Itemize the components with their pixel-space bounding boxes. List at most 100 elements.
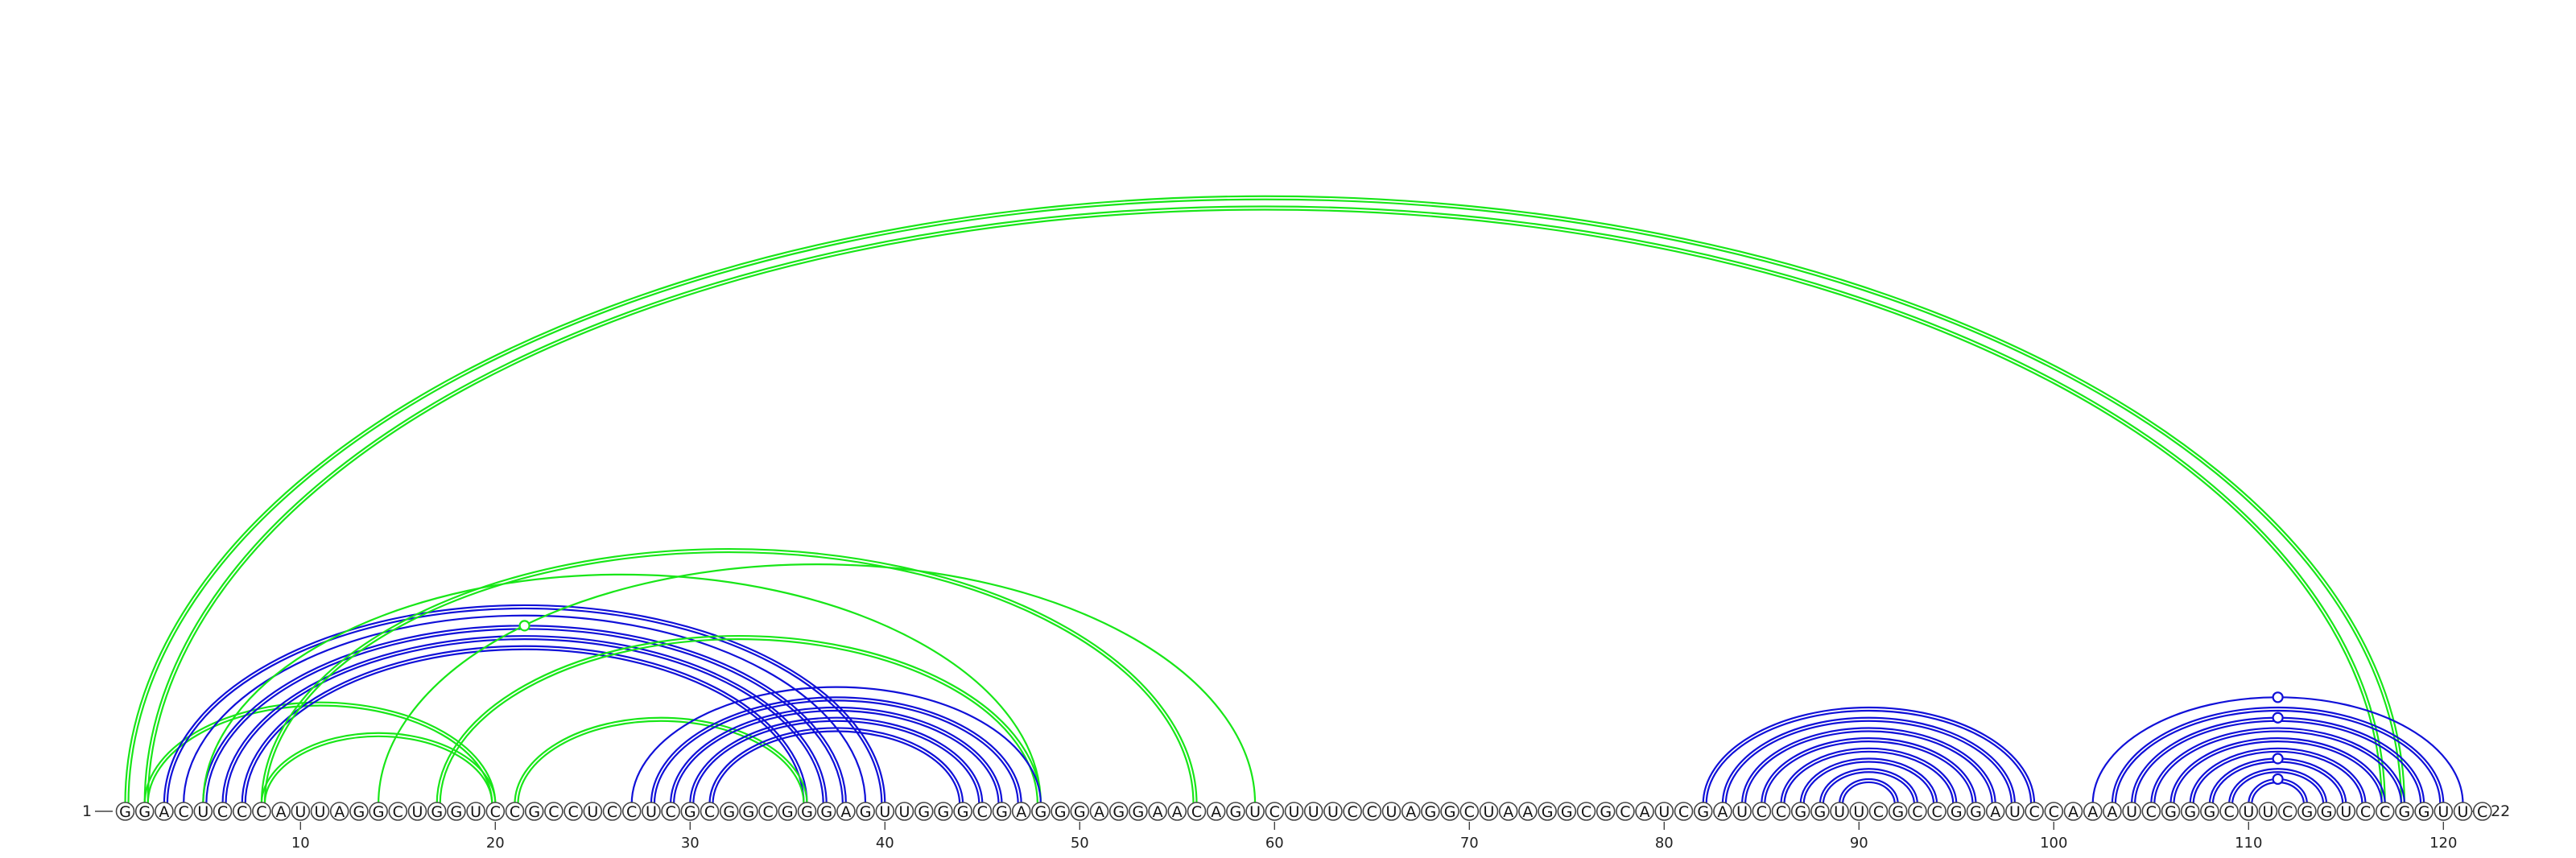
nucleotide-letter: U: [1386, 803, 1397, 821]
base-pair-arc-85-96: [1761, 737, 1977, 805]
nucleotide-61: U: [1284, 802, 1304, 821]
nucleotide-letter: G: [1892, 803, 1904, 821]
tick-label-70: 70: [1460, 835, 1479, 852]
arc-marker-2: [2272, 712, 2284, 724]
arc-marker-0: [518, 620, 530, 632]
arc-markers: [518, 620, 2284, 786]
nucleotide-letter: A: [1522, 803, 1533, 821]
nucleotide-73: A: [1518, 802, 1538, 821]
nucleotide-72: A: [1498, 802, 1518, 821]
nucleotide-circle: [642, 802, 661, 821]
nucleotide-52: G: [1108, 802, 1129, 821]
nucleotide-circle: [934, 802, 953, 821]
base-pair-arc-31-44: [708, 727, 964, 805]
base-pair-arc-106-117: [2173, 740, 2383, 805]
base-pair-arc-106-117: [2169, 737, 2386, 805]
nucleotide-circle: [232, 802, 252, 821]
nucleotide-letter: G: [2321, 803, 2333, 821]
nucleotide-letter: A: [1016, 803, 1026, 821]
nucleotide-letter: G: [1074, 803, 1086, 821]
nucleotide-circle: [1596, 802, 1616, 821]
nucleotide-circle: [1440, 802, 1459, 821]
nucleotide-letter: C: [568, 803, 578, 821]
nucleotide-17: G: [427, 802, 447, 821]
nucleotide-letter: C: [2282, 803, 2293, 821]
nucleotide-89: U: [1830, 802, 1849, 821]
nucleotide-circle: [2141, 802, 2161, 821]
nucleotide-87: G: [1790, 802, 1810, 821]
base-pair-arc-5-48: [202, 573, 1042, 805]
nucleotide-circle: [2044, 802, 2064, 821]
nucleotide-5: U: [193, 802, 213, 821]
nucleotide-letter: G: [528, 803, 540, 821]
nucleotide-26: C: [602, 802, 622, 821]
nucleotide-letter: G: [1133, 803, 1145, 821]
nucleotide-circle: [758, 802, 778, 821]
base-pair-arc-105-118: [2153, 730, 2402, 805]
nucleotide-letter: G: [684, 803, 696, 821]
base-pair-arc-17-48: [436, 634, 1042, 805]
nucleotide-letter: C: [1581, 803, 1591, 821]
nucleotide-116: C: [2355, 802, 2376, 821]
nucleotide-39: G: [856, 802, 875, 821]
nucleotide-circle: [2258, 802, 2278, 821]
nucleotide-circle: [583, 802, 603, 821]
nucleotide-57: A: [1206, 802, 1226, 821]
arc-marker-1: [2272, 691, 2284, 703]
nucleotide-circle: [1518, 802, 1538, 821]
nucleotide-letter: U: [197, 803, 208, 821]
nucleotide-circle: [1908, 802, 1927, 821]
tick-label-90: 90: [1850, 835, 1868, 852]
nucleotide-letter: A: [2107, 803, 2117, 821]
nucleotide-7: C: [232, 802, 252, 821]
nucleotide-letter: G: [860, 803, 872, 821]
nucleotide-64: C: [1343, 802, 1362, 821]
nucleotide-circle: [544, 802, 564, 821]
nucleotide-letter: G: [1113, 803, 1125, 821]
nucleotide-letter: U: [2340, 803, 2351, 821]
nucleotide-circle: [1421, 802, 1440, 821]
nucleotide-44: G: [953, 802, 972, 821]
nucleotide-letter: U: [315, 803, 326, 821]
nucleotide-circle: [1693, 802, 1713, 821]
nucleotide-106: G: [2161, 802, 2181, 821]
nucleotide-120: U: [2434, 802, 2454, 821]
nucleotide-48: G: [1031, 802, 1051, 821]
nucleotide-circle: [291, 802, 311, 821]
nucleotide-circle: [2103, 802, 2122, 821]
base-pair-arc-30-45: [689, 716, 984, 805]
nucleotide-58: G: [1226, 802, 1245, 821]
nucleotide-letter: G: [1970, 803, 1982, 821]
nucleotide-65: C: [1362, 802, 1382, 821]
nucleotide-33: G: [739, 802, 758, 821]
nucleotide-28: U: [642, 802, 661, 821]
nucleotide-letter: C: [1931, 803, 1942, 821]
nucleotide-121: U: [2453, 802, 2473, 821]
nucleotide-112: C: [2277, 802, 2297, 821]
nucleotide-56: C: [1187, 802, 1207, 821]
base-pair-arc-87-94: [1799, 757, 1938, 805]
base-pair-arc-8-56: [260, 548, 1198, 805]
nucleotide-letter: A: [1503, 803, 1513, 821]
nucleotide-circle: [1810, 802, 1830, 821]
nucleotide-46: G: [992, 802, 1012, 821]
nucleotide-circle: [427, 802, 447, 821]
nucleotide-47: A: [1011, 802, 1031, 821]
nucleotide-letter: G: [1230, 803, 1242, 821]
nucleotide-letter: G: [373, 803, 385, 821]
tick-label-10: 10: [291, 835, 310, 852]
nucleotide-circle: [1265, 802, 1285, 821]
nucleotide-letter: G: [2418, 803, 2430, 821]
nucleotide-letter: C: [178, 803, 188, 821]
tick-label-50: 50: [1071, 835, 1089, 852]
nucleotide-letter: C: [1464, 803, 1475, 821]
nucleotide-34: C: [758, 802, 778, 821]
nucleotide-letter: G: [820, 803, 832, 821]
nucleotide-letter: G: [1794, 803, 1806, 821]
nucleotide-circle: [914, 802, 934, 821]
nucleotide-circle: [1129, 802, 1148, 821]
nucleotide-16: U: [407, 802, 427, 821]
nucleotide-113: G: [2297, 802, 2317, 821]
nucleotide-letter: C: [510, 803, 520, 821]
nucleotide-circle: [1868, 802, 1889, 821]
